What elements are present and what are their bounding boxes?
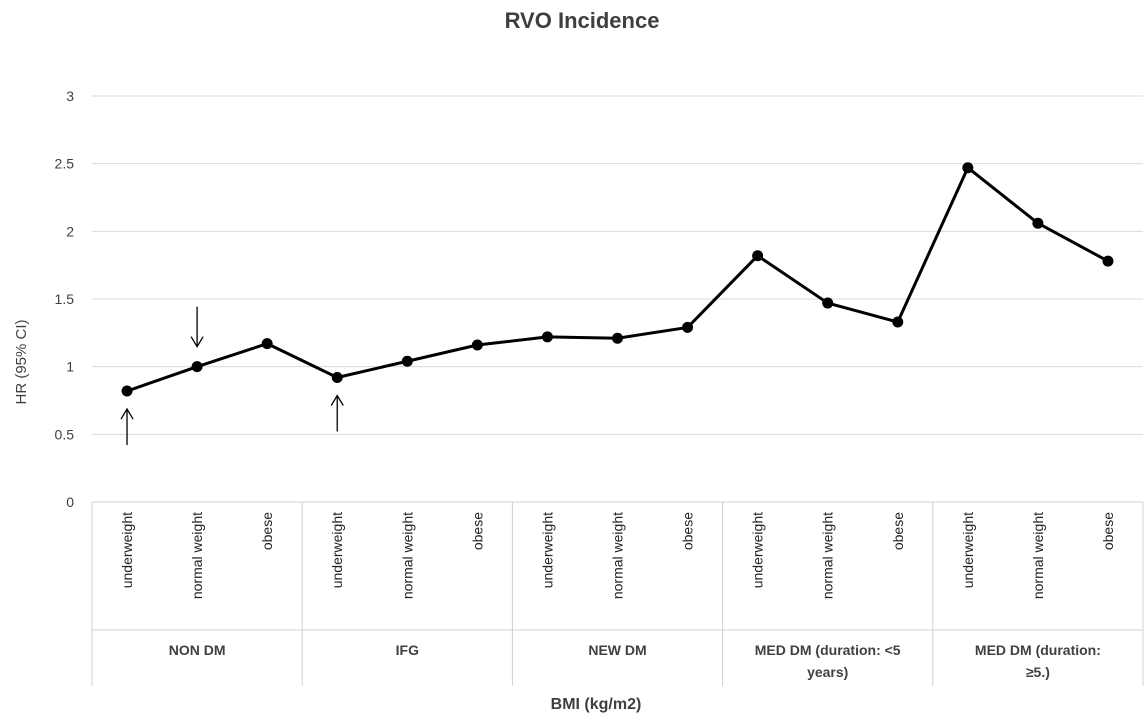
x-tick-label: normal weight bbox=[399, 512, 415, 599]
x-tick-label: normal weight bbox=[1030, 512, 1046, 599]
chart-title: RVO Incidence bbox=[505, 8, 660, 33]
data-point bbox=[892, 316, 904, 328]
data-point bbox=[962, 162, 974, 174]
y-tick-label: 3 bbox=[66, 88, 74, 104]
y-tick-label: 1.5 bbox=[55, 291, 75, 307]
x-tick-label: normal weight bbox=[610, 512, 626, 599]
y-tick-label: 2.5 bbox=[55, 156, 75, 172]
data-point bbox=[261, 338, 273, 350]
data-point bbox=[471, 339, 483, 351]
x-tick-label: obese bbox=[259, 512, 275, 550]
data-point bbox=[401, 355, 413, 367]
series-line bbox=[126, 166, 1109, 393]
data-point bbox=[612, 332, 623, 344]
x-axis: underweight normal weight obese NON DM under… bbox=[91, 502, 1144, 686]
up-arrow-icon bbox=[330, 394, 344, 432]
x-tick-label: normal weight bbox=[820, 512, 836, 599]
data-point bbox=[682, 321, 694, 333]
y-tick-label: 0 bbox=[66, 494, 74, 510]
y-tick-label: 1 bbox=[66, 359, 74, 375]
group-label: NEW DM bbox=[588, 642, 646, 658]
group-label: ≥5.) bbox=[1026, 664, 1050, 680]
x-axis-label: BMI (kg/m2) bbox=[551, 696, 642, 713]
data-point bbox=[752, 250, 764, 262]
x-tick-label: underweight bbox=[539, 512, 555, 588]
x-tick-label: underweight bbox=[119, 512, 135, 588]
data-point bbox=[191, 361, 203, 373]
data-point bbox=[822, 297, 834, 309]
y-axis-label: HR (95% CI) bbox=[13, 319, 30, 404]
grid-lines bbox=[92, 95, 1143, 503]
y-axis-ticks: 0 0.5 1 1.5 2 2.5 3 bbox=[55, 88, 75, 510]
data-point bbox=[1032, 217, 1044, 229]
data-point bbox=[541, 331, 553, 343]
annotation-arrows bbox=[120, 306, 344, 446]
data-point bbox=[331, 371, 343, 383]
group-label: IFG bbox=[396, 642, 419, 658]
group-label: NON DM bbox=[169, 642, 226, 658]
group-label: years) bbox=[807, 664, 848, 680]
y-tick-label: 0.5 bbox=[55, 426, 75, 442]
x-tick-label: underweight bbox=[960, 512, 976, 588]
down-arrow-icon bbox=[190, 306, 204, 348]
series-line-layer bbox=[121, 162, 1114, 397]
group-label: MED DM (duration: <5 bbox=[755, 642, 901, 658]
x-tick-label: obese bbox=[469, 512, 485, 550]
x-tick-label: obese bbox=[1100, 512, 1116, 550]
x-tick-label: underweight bbox=[750, 512, 766, 588]
group-label: MED DM (duration: bbox=[975, 642, 1101, 658]
y-tick-label: 2 bbox=[66, 223, 74, 239]
x-tick-label: obese bbox=[680, 512, 696, 550]
up-arrow-icon bbox=[120, 407, 134, 446]
x-tick-label: obese bbox=[890, 512, 906, 550]
x-tick-label: normal weight bbox=[189, 512, 205, 599]
data-point bbox=[1102, 255, 1114, 267]
data-point bbox=[121, 385, 133, 397]
x-tick-label: underweight bbox=[329, 512, 345, 588]
